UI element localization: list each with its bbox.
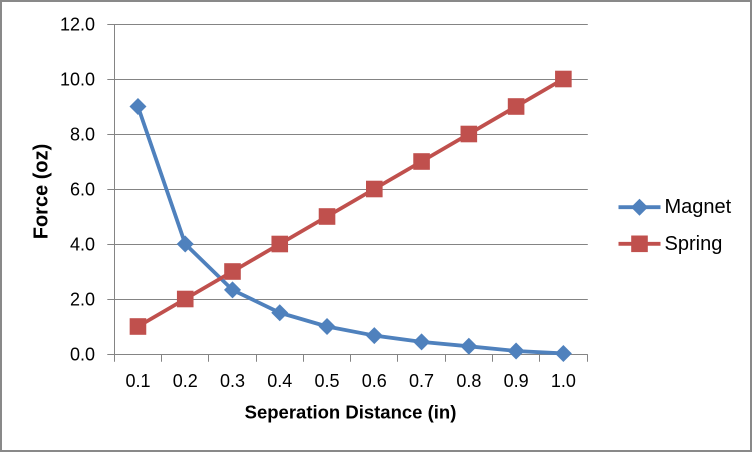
svg-text:6.0: 6.0 [70,180,95,200]
svg-text:0.4: 0.4 [267,371,292,391]
svg-text:0.6: 0.6 [362,371,387,391]
svg-text:0.3: 0.3 [220,371,245,391]
svg-text:10.0: 10.0 [60,70,95,90]
svg-text:4.0: 4.0 [70,235,95,255]
svg-text:8.0: 8.0 [70,125,95,145]
svg-text:0.2: 0.2 [173,371,198,391]
svg-text:0.9: 0.9 [504,371,529,391]
svg-text:0.1: 0.1 [125,371,150,391]
svg-text:Spring: Spring [665,233,723,255]
svg-text:0.8: 0.8 [456,371,481,391]
svg-text:Seperation Distance (in): Seperation Distance (in) [245,402,457,423]
svg-text:2.0: 2.0 [70,290,95,310]
svg-text:0.5: 0.5 [315,371,340,391]
svg-text:0.7: 0.7 [409,371,434,391]
svg-text:12.0: 12.0 [60,15,95,35]
svg-text:Force (oz): Force (oz) [31,144,53,240]
svg-text:1.0: 1.0 [551,371,576,391]
svg-text:Magnet: Magnet [665,196,732,218]
svg-text:0.0: 0.0 [70,345,95,365]
